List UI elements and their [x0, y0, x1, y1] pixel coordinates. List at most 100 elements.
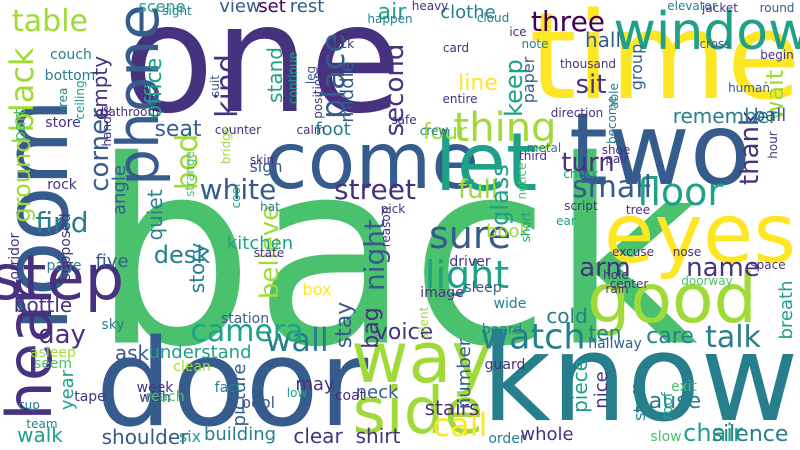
word-low: low	[286, 386, 308, 400]
word-direction: direction	[550, 106, 604, 120]
word-suit: suit	[208, 75, 222, 97]
word-five: five	[95, 251, 129, 272]
word-cool: cool	[229, 183, 243, 209]
word-exit: exit	[670, 379, 698, 395]
word-sit: sit	[575, 70, 607, 100]
word-cross: cross	[699, 37, 731, 51]
word-position: position	[311, 71, 325, 119]
word-state: state	[253, 246, 285, 260]
word-sleep: sleep	[464, 280, 502, 296]
word-camera: camera	[190, 314, 304, 349]
word-neck: neck	[355, 382, 399, 403]
word-care: care	[646, 324, 694, 349]
word-continue: continue	[286, 51, 300, 105]
word-come: come	[264, 117, 480, 207]
word-sure: sure	[428, 213, 512, 257]
word-good: good	[587, 260, 757, 339]
word-page: page	[46, 258, 82, 274]
word-metal: metal	[526, 141, 562, 155]
word-ball: ball	[753, 105, 787, 126]
word-bridge: bridge	[219, 125, 233, 165]
word-strange: strange	[183, 151, 197, 197]
word-desk: desk	[153, 241, 211, 269]
word-cup: cup	[18, 398, 40, 412]
word-one: one	[122, 0, 402, 147]
word-middle: middle	[337, 61, 358, 123]
word-pool: pool	[240, 393, 276, 412]
word-begin: begin	[760, 48, 794, 62]
word-asleep: asleep	[30, 345, 76, 361]
word-stairs: stairs	[424, 396, 480, 420]
word-reach: reach	[145, 389, 185, 405]
word-floor: floor	[636, 170, 724, 214]
word-two: two	[568, 91, 752, 208]
word-tape: tape	[74, 389, 106, 405]
word-silence: silence	[711, 422, 789, 447]
word-image: image	[420, 285, 464, 301]
word-set: set	[258, 0, 286, 17]
word-check: check	[563, 167, 599, 181]
word-third: third	[519, 149, 547, 163]
word-rest: rest	[289, 0, 325, 17]
word-become: become	[605, 95, 619, 145]
word-thousand: thousand	[559, 57, 617, 71]
word-line: line	[458, 71, 498, 96]
word-full: full	[457, 175, 499, 205]
word-step: step	[0, 241, 125, 314]
word-team: team	[26, 417, 58, 431]
word-part: part	[10, 108, 29, 142]
word-shoe: shoe	[601, 143, 631, 157]
word-sign: sign	[249, 157, 283, 176]
word-heavy: heavy	[411, 0, 449, 13]
word-back: back	[92, 106, 698, 404]
word-hole: hole	[603, 268, 629, 282]
word-ceiling: ceiling	[73, 80, 87, 120]
word-building: building	[203, 424, 277, 445]
word-nice: nice	[591, 371, 612, 409]
word-order: order	[488, 431, 526, 447]
word-sight: sight	[162, 4, 192, 18]
word-card: card	[442, 41, 470, 55]
word-four: four	[422, 120, 468, 145]
word-eyes: eyes	[603, 187, 797, 282]
word-arm: arm	[579, 253, 631, 283]
word-supposed: supposed	[58, 213, 74, 281]
word-ground: ground	[8, 137, 36, 223]
word-cold: cold	[546, 304, 588, 328]
word-bathroom: bathroom	[100, 105, 160, 119]
word-hall: hall	[584, 28, 622, 52]
word-fact: fact	[214, 380, 242, 396]
word-story: story	[185, 242, 209, 294]
word-skin: skin	[249, 153, 275, 167]
word-box: box	[302, 280, 332, 299]
word-book: book	[486, 221, 530, 242]
word-number: number	[454, 338, 475, 410]
word-week: week	[136, 380, 174, 396]
word-round: round	[759, 1, 795, 15]
word-wall: wall	[265, 321, 329, 359]
word-note: note	[521, 37, 549, 51]
word-call: call	[432, 406, 488, 444]
word-counter: counter	[214, 123, 262, 137]
word-script: script	[564, 199, 598, 213]
word-let: let	[434, 116, 538, 209]
word-sky: sky	[101, 317, 125, 333]
word-know: know	[481, 310, 799, 449]
word-six: six	[178, 427, 202, 446]
word-entire: entire	[442, 92, 478, 106]
word-seat: seat	[154, 117, 202, 142]
word-pair: pair	[605, 152, 629, 166]
word-chair: chair	[683, 419, 743, 447]
word-seem: seem	[33, 356, 73, 372]
word-safe: safe	[391, 113, 417, 127]
word-handle: handle	[100, 105, 114, 147]
word-rain: rain	[605, 282, 629, 296]
word-hour: hour	[766, 131, 780, 159]
word-calm: calm	[296, 123, 326, 137]
word-bottom: bottom	[44, 68, 96, 84]
word-scene: scene	[138, 0, 186, 16]
word-pause: pause	[634, 389, 702, 414]
word-cloud: cloud	[476, 11, 510, 25]
word-window: window	[613, 2, 800, 62]
word-nose: nose	[672, 245, 702, 259]
